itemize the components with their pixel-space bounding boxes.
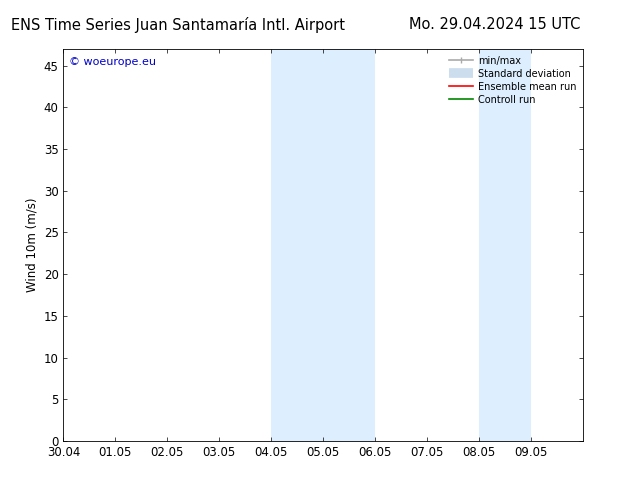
Text: ENS Time Series Juan Santamaría Intl. Airport: ENS Time Series Juan Santamaría Intl. Ai… [11,17,344,33]
Y-axis label: Wind 10m (m/s): Wind 10m (m/s) [25,198,38,292]
Bar [271,49,297,441]
Text: © woeurope.eu: © woeurope.eu [68,57,155,67]
Legend: min/max, Standard deviation, Ensemble mean run, Controll run: min/max, Standard deviation, Ensemble me… [445,52,580,108]
Bar [297,49,375,441]
Bar [479,49,505,441]
Text: Mo. 29.04.2024 15 UTC: Mo. 29.04.2024 15 UTC [409,17,580,32]
Bar [505,49,531,441]
